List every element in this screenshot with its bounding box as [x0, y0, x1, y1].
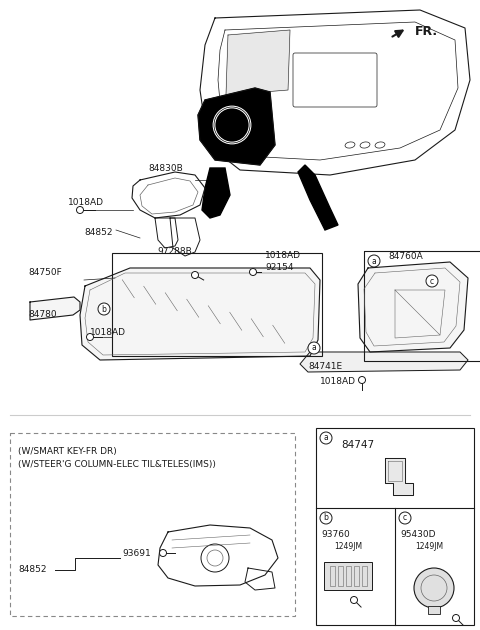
Text: 93691: 93691 — [122, 549, 151, 558]
Polygon shape — [245, 568, 275, 590]
Text: (W/SMART KEY-FR DR): (W/SMART KEY-FR DR) — [18, 447, 117, 456]
Polygon shape — [132, 172, 205, 218]
Text: 1018AD: 1018AD — [90, 328, 126, 337]
Text: 1018AD: 1018AD — [68, 198, 104, 207]
Circle shape — [159, 549, 167, 556]
Text: c: c — [403, 513, 407, 522]
Polygon shape — [202, 168, 230, 218]
Text: 84741E: 84741E — [308, 362, 342, 371]
Bar — [112, 253, 322, 356]
Bar — [338, 566, 343, 586]
Text: 92154: 92154 — [265, 263, 293, 272]
Text: 84852: 84852 — [18, 566, 47, 575]
Text: 93760: 93760 — [321, 530, 350, 539]
Polygon shape — [385, 458, 413, 495]
Text: 84830B: 84830B — [148, 164, 183, 173]
Text: 84780: 84780 — [28, 310, 57, 319]
Bar — [346, 566, 351, 586]
Text: c: c — [430, 277, 434, 285]
Polygon shape — [158, 525, 278, 586]
Text: a: a — [312, 343, 316, 353]
Text: 1249JM: 1249JM — [334, 542, 362, 551]
Circle shape — [308, 342, 320, 354]
Circle shape — [76, 207, 84, 214]
Text: 95430D: 95430D — [400, 530, 435, 539]
Circle shape — [250, 268, 256, 275]
Text: FR.: FR. — [415, 25, 438, 38]
Bar — [364, 251, 480, 361]
Text: (W/STEER'G COLUMN-ELEC TIL&TELES(IMS)): (W/STEER'G COLUMN-ELEC TIL&TELES(IMS)) — [18, 460, 216, 469]
Circle shape — [399, 512, 411, 524]
Circle shape — [320, 512, 332, 524]
Bar — [362, 566, 367, 586]
Text: b: b — [324, 513, 328, 522]
Text: 84852: 84852 — [84, 228, 112, 237]
Text: a: a — [372, 256, 376, 265]
Text: b: b — [102, 304, 107, 314]
Bar — [330, 566, 335, 586]
Circle shape — [368, 255, 380, 267]
Polygon shape — [204, 98, 258, 152]
Circle shape — [98, 303, 110, 315]
Polygon shape — [200, 10, 470, 175]
Text: 84760A: 84760A — [388, 252, 423, 261]
Bar — [354, 566, 359, 586]
Bar — [316, 428, 474, 625]
Text: 1249JM: 1249JM — [415, 542, 443, 551]
Polygon shape — [170, 218, 200, 256]
Circle shape — [192, 272, 199, 278]
Polygon shape — [298, 165, 338, 230]
Text: 1018AD: 1018AD — [265, 251, 301, 260]
Circle shape — [426, 275, 438, 287]
Polygon shape — [358, 262, 468, 352]
Circle shape — [453, 614, 459, 622]
Circle shape — [86, 333, 94, 340]
Polygon shape — [80, 268, 320, 360]
Circle shape — [414, 568, 454, 608]
Circle shape — [320, 432, 332, 444]
Circle shape — [359, 377, 365, 384]
Polygon shape — [198, 88, 275, 165]
Polygon shape — [226, 30, 290, 95]
Text: a: a — [324, 433, 328, 442]
Bar — [428, 606, 440, 614]
Text: 84747: 84747 — [341, 440, 374, 450]
Circle shape — [350, 597, 358, 604]
Polygon shape — [30, 297, 80, 320]
Text: 84750F: 84750F — [28, 268, 62, 277]
Polygon shape — [155, 218, 178, 248]
Bar — [324, 562, 372, 590]
Text: 1018AD: 1018AD — [320, 377, 356, 386]
Text: 97288B: 97288B — [157, 247, 192, 256]
Bar — [10, 433, 295, 616]
Polygon shape — [300, 352, 468, 372]
